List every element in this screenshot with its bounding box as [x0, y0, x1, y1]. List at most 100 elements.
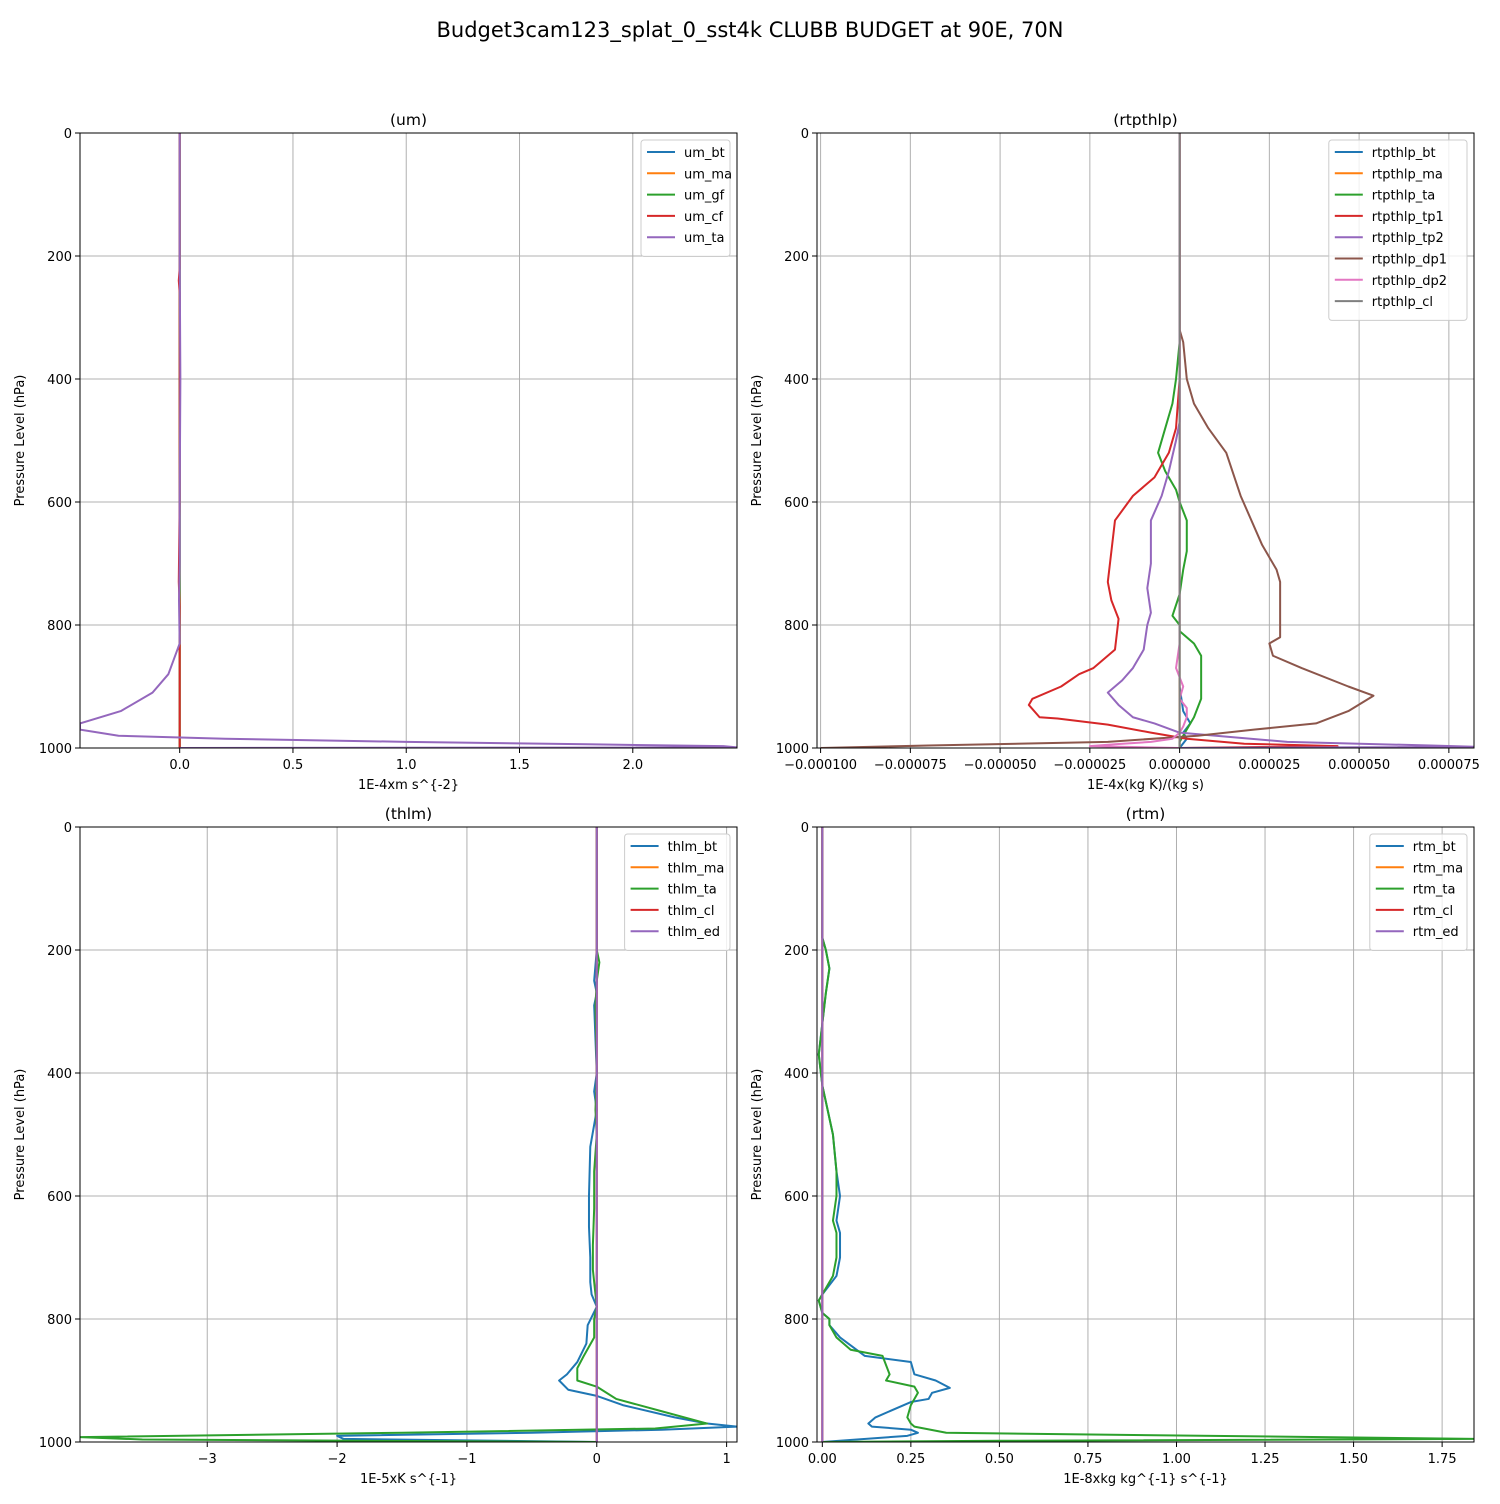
x-tick-label: 0.75	[1073, 1452, 1102, 1467]
legend-frame	[1328, 139, 1468, 321]
x-tick-label: −0.000025	[1053, 758, 1126, 773]
legend: rtpthlp_bt rtpthlp_ma rtpthlp_ta rtpthlp_tp…	[1328, 139, 1468, 321]
y-tick-label: 0	[64, 821, 72, 836]
x-tick-label: 1.50	[1339, 1452, 1368, 1467]
series-line-rtpthlp_tp2	[1106, 133, 1474, 748]
y-tick-label: 0	[801, 821, 809, 836]
legend-label: thlm_ma	[668, 861, 725, 876]
series-line-rtpthlp_bt	[1178, 133, 1192, 748]
x-tick-label: −2	[328, 1452, 347, 1467]
y-tick-label: 400	[784, 1067, 809, 1082]
legend: um_bt um_ma um_gf um_cf um_ta	[640, 139, 732, 257]
x-tick-label: 0.00	[808, 1452, 837, 1467]
x-tick-label: 0.5	[283, 758, 304, 773]
x-tick-label: 1.0	[396, 758, 417, 773]
x-tick-label: 0.0	[169, 758, 190, 773]
legend-label: rtpthlp_cl	[1372, 295, 1433, 310]
subplot-title: (rtm)	[1126, 805, 1166, 823]
legend: rtm_bt rtm_ma rtm_ta rtm_cl rtm_ed	[1369, 833, 1468, 951]
legend-frame	[640, 139, 731, 257]
y-tick-label: 600	[47, 1190, 72, 1205]
x-tick-label: 1.5	[509, 758, 530, 773]
y-tick-label: 800	[47, 619, 72, 634]
x-tick-label: 1.00	[1162, 1452, 1191, 1467]
x-tick-label: −0.000100	[784, 758, 857, 773]
legend-label: rtpthlp_dp2	[1372, 274, 1447, 289]
axes-frame	[79, 826, 738, 1443]
x-tick-label: −0.000075	[874, 758, 947, 773]
x-tick-label: 1	[722, 1452, 730, 1467]
figure-title: Budget3cam123_splat_0_sst4k CLUBB BUDGET…	[437, 18, 1064, 43]
series-line-rtm_bt	[817, 827, 951, 1442]
x-tick-label: −3	[198, 1452, 217, 1467]
legend-label: um_gf	[684, 189, 725, 204]
x-tick-label: 0.50	[985, 1452, 1014, 1467]
y-tick-label: 200	[784, 944, 809, 959]
legend-label: um_ma	[684, 167, 732, 182]
legend-label: rtpthlp_dp1	[1372, 253, 1447, 268]
legend-label: thlm_ta	[668, 883, 717, 898]
legend-label: thlm_cl	[668, 904, 715, 919]
legend-label: rtpthlp_ma	[1372, 167, 1443, 182]
y-tick-label: 0	[64, 127, 72, 142]
legend-label: rtpthlp_bt	[1372, 146, 1436, 161]
y-tick-label: 400	[47, 373, 72, 388]
legend-label: rtm_ed	[1413, 925, 1459, 940]
subplot-title: (rtpthlp)	[1113, 111, 1177, 129]
y-tick-label: 600	[784, 496, 809, 511]
legend-frame	[1369, 833, 1468, 951]
axes-frame	[816, 132, 1475, 749]
legend: thlm_bt thlm_ma thlm_ta thlm_cl thlm_ed	[624, 833, 731, 951]
y-axis-label: Pressure Level (hPa)	[13, 1069, 28, 1201]
series-line-rtpthlp_tp1	[1027, 133, 1339, 748]
x-tick-label: 0.25	[896, 1452, 925, 1467]
series-line-rtpthlp_ta	[1157, 133, 1203, 748]
x-tick-label: 0.000050	[1328, 758, 1390, 773]
series-line-thlm_ta	[80, 827, 709, 1442]
subplot-2: 0 200 400 600 800 1000−0.000100 −0.000075 −0.00…	[750, 111, 1480, 793]
x-tick-label: −1	[457, 1452, 476, 1467]
axes-frame	[79, 132, 738, 749]
x-tick-label: 0.000025	[1238, 758, 1300, 773]
y-axis-label: Pressure Level (hPa)	[750, 375, 765, 507]
y-tick-label: 600	[784, 1190, 809, 1205]
subplot-title: (um)	[390, 111, 427, 129]
legend-label: um_bt	[684, 146, 725, 161]
x-axis-label: 1E-4x(kg K)/(kg s)	[1087, 778, 1204, 793]
series-line-um_ta	[80, 133, 737, 748]
y-tick-label: 400	[47, 1067, 72, 1082]
legend-label: um_ta	[684, 231, 724, 246]
y-tick-label: 800	[47, 1313, 72, 1328]
legend-label: um_cf	[684, 210, 724, 225]
x-tick-label: 0.000075	[1418, 758, 1480, 773]
legend-label: thlm_ed	[668, 925, 720, 940]
x-axis-label: 1E-8xkg kg^{-1} s^{-1}	[1063, 1472, 1228, 1487]
series-line-rtpthlp_dp2	[1088, 133, 1188, 748]
legend-label: rtpthlp_tp1	[1372, 210, 1444, 225]
legend-label: rtm_bt	[1413, 840, 1456, 855]
y-tick-label: 1000	[776, 1436, 809, 1451]
y-tick-label: 800	[784, 1313, 809, 1328]
subplot-1: 0 200 400 600 800 1000 0.0 0.5 1.0 1.5 2.0 (um) 1E-4…	[13, 111, 738, 793]
subplot-title: (thlm)	[385, 805, 432, 823]
y-axis-label: Pressure Level (hPa)	[750, 1069, 765, 1201]
axes-frame	[816, 826, 1475, 1443]
y-tick-label: 0	[801, 127, 809, 142]
legend-label: rtpthlp_ta	[1372, 189, 1435, 204]
legend-label: rtm_ta	[1413, 883, 1456, 898]
y-tick-label: 200	[47, 944, 72, 959]
x-axis-label: 1E-4xm s^{-2}	[358, 778, 459, 793]
x-tick-label: 0.000000	[1149, 758, 1211, 773]
legend-frame	[624, 833, 731, 951]
y-tick-label: 200	[784, 250, 809, 265]
legend-label: thlm_bt	[668, 840, 717, 855]
y-tick-label: 1000	[39, 742, 72, 757]
y-axis-label: Pressure Level (hPa)	[13, 375, 28, 507]
y-tick-label: 400	[784, 373, 809, 388]
x-tick-label: 1.75	[1428, 1452, 1457, 1467]
y-tick-label: 600	[47, 496, 72, 511]
legend-label: rtm_cl	[1413, 904, 1453, 919]
x-tick-label: 2.0	[622, 758, 643, 773]
